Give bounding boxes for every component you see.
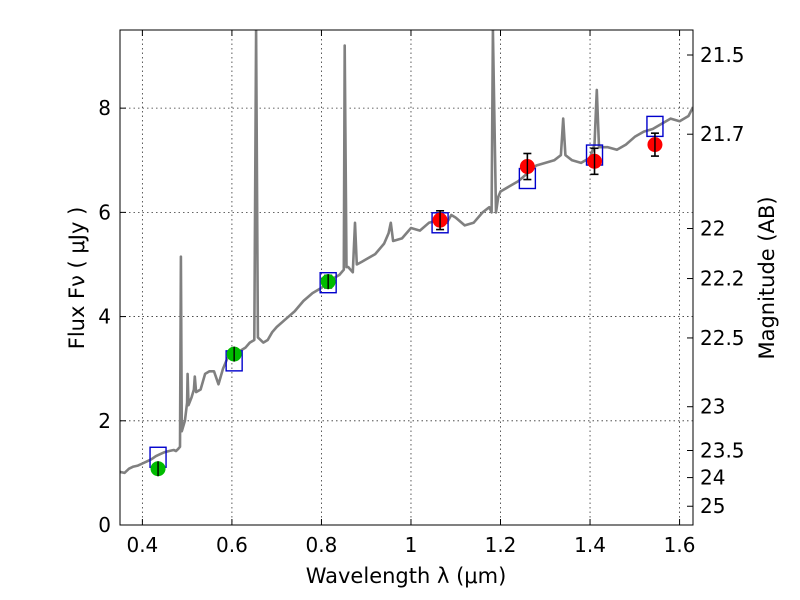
y-right-axis-label: Magnitude (AB) bbox=[755, 196, 779, 359]
magnitude-tick-label: 22.2 bbox=[700, 267, 745, 291]
magnitude-tick-label: 23.5 bbox=[700, 438, 745, 462]
y-tick-label: 6 bbox=[98, 200, 111, 224]
x-tick-label: 1.2 bbox=[485, 533, 517, 557]
axes: 0.4 0.6 0.8 1 1.2 1.4 1.60246821.521.72222.222… bbox=[98, 30, 745, 557]
y-tick-label: 0 bbox=[98, 513, 111, 537]
y-tick-label: 2 bbox=[98, 409, 111, 433]
plot-frame bbox=[119, 29, 694, 526]
spectrum-line bbox=[120, 30, 693, 475]
magnitude-tick-label: 25 bbox=[700, 494, 725, 518]
x-tick-label: 1.4 bbox=[574, 533, 606, 557]
magnitude-tick-label: 21.7 bbox=[700, 122, 745, 146]
x-tick-label: 1 bbox=[405, 533, 418, 557]
y-tick-label: 8 bbox=[98, 96, 111, 120]
x-tick-label: 1.6 bbox=[664, 533, 696, 557]
magnitude-tick-label: 22 bbox=[700, 217, 725, 241]
grid-lines bbox=[120, 30, 693, 526]
y-tick-label: 4 bbox=[98, 305, 111, 329]
model-photometry-square bbox=[319, 272, 337, 294]
y-axis-label: Flux Fν ( μJy ) bbox=[65, 207, 89, 350]
magnitude-tick-label: 23 bbox=[700, 395, 725, 419]
magnitude-tick-label: 24 bbox=[700, 466, 725, 490]
x-tick-label: 0.8 bbox=[306, 533, 338, 557]
x-axis-label: Wavelength λ (μm) bbox=[306, 564, 507, 588]
photometry-markers bbox=[149, 115, 664, 477]
magnitude-tick-label: 22.5 bbox=[700, 326, 745, 350]
magnitude-tick-label: 21.5 bbox=[700, 43, 745, 67]
spectrum-series bbox=[120, 30, 693, 475]
x-tick-label: 0.4 bbox=[126, 533, 158, 557]
x-tick-label: 0.6 bbox=[216, 533, 248, 557]
